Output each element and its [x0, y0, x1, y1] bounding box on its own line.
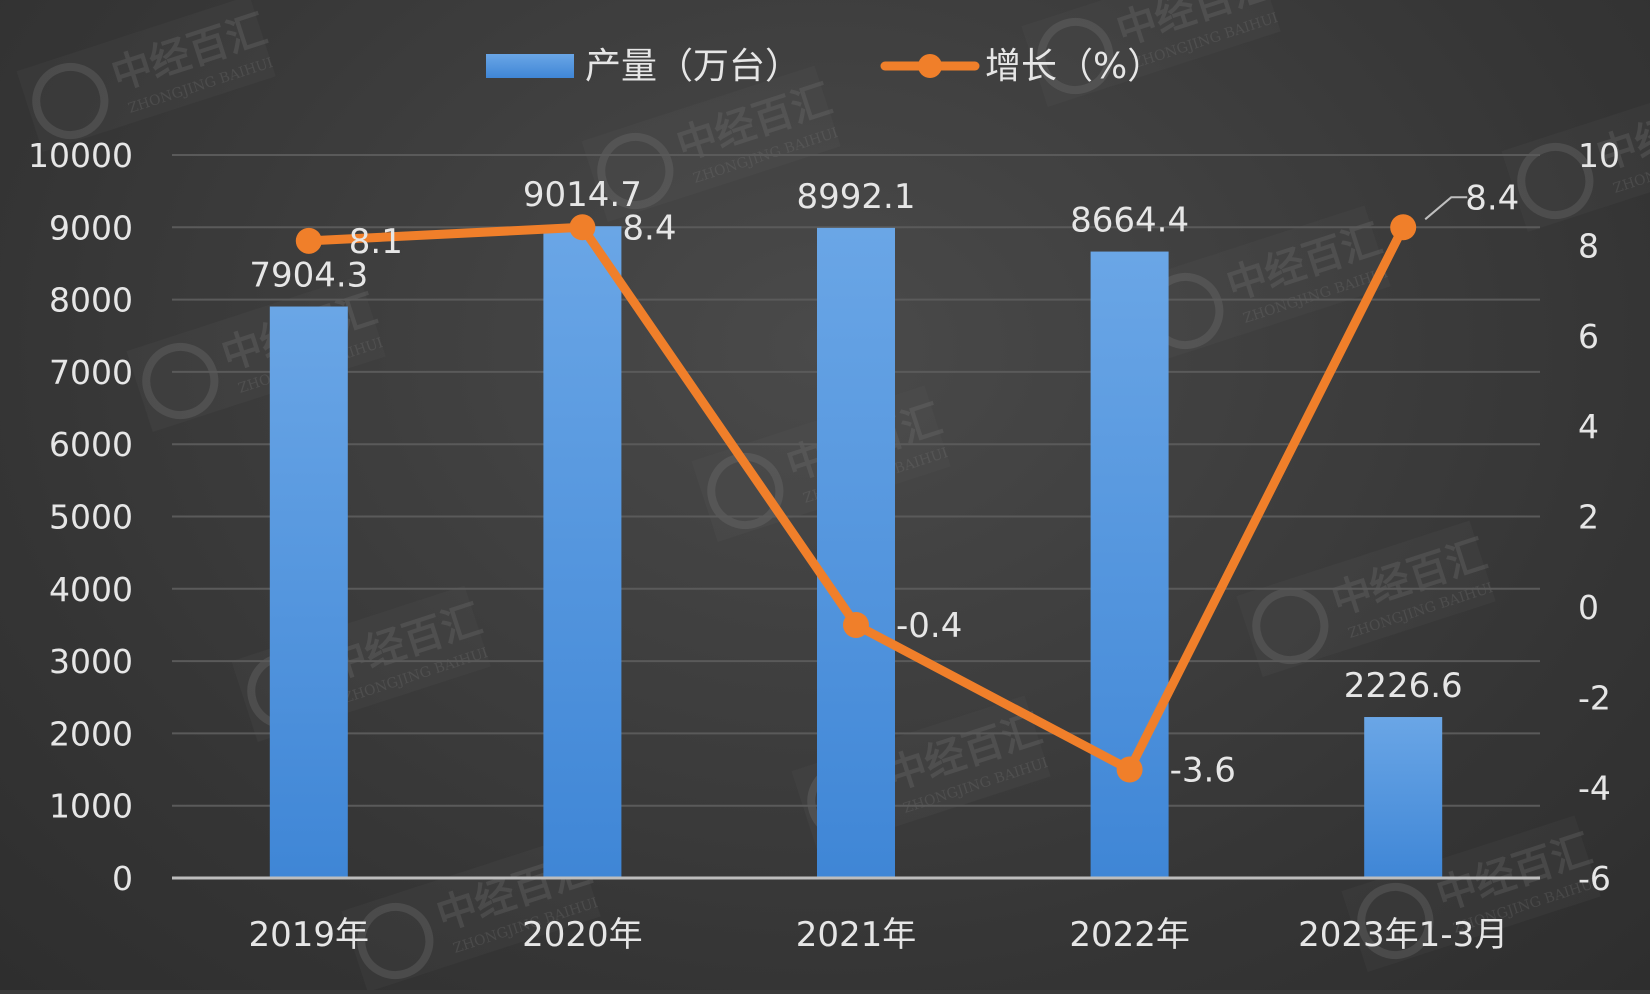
- watermark-band: [16, 0, 276, 153]
- line-point: [1390, 214, 1417, 241]
- legend-marker: [918, 54, 942, 78]
- watermark-band: [1501, 75, 1650, 233]
- line-data-label: -3.6: [1170, 751, 1236, 791]
- watermark-band: [1236, 520, 1496, 678]
- legend: 产量（万台） 增长（%）: [486, 46, 1163, 87]
- y-right-tick-label: -6: [1578, 859, 1611, 898]
- y-left-tick-label: 1000: [49, 787, 133, 826]
- bar: [817, 227, 895, 879]
- watermark-band: [1341, 815, 1601, 973]
- line-data-label: 8.1: [349, 222, 403, 262]
- x-tick-label: 2022年: [1069, 915, 1190, 955]
- y-left-tick-label: 9000: [49, 208, 133, 247]
- y-right-tick-label: 4: [1578, 407, 1599, 446]
- line-data-label: -0.4: [896, 606, 962, 646]
- y-right-tick-label: 6: [1578, 317, 1599, 356]
- x-tick-label: 2023年1-3月: [1298, 915, 1508, 955]
- y-right-tick-label: -4: [1578, 769, 1611, 808]
- bar-data-label: 8664.4: [1070, 201, 1189, 241]
- legend-label-line: 增长（%）: [985, 46, 1163, 87]
- legend-swatch-bar: [486, 54, 574, 78]
- y-left-tick-label: 5000: [49, 498, 133, 537]
- bar: [543, 226, 622, 878]
- logo-circle-icon: [1517, 143, 1594, 220]
- y-right-tick-label: 10: [1578, 136, 1620, 175]
- logo-circle-icon: [1357, 883, 1434, 960]
- line-data-label: 8.4: [622, 208, 676, 248]
- x-tick-label: 2021年: [796, 915, 917, 955]
- y-left-tick-label: 10000: [28, 136, 133, 175]
- bar-series: [269, 226, 1443, 879]
- watermark-band: [1131, 205, 1391, 363]
- logo-circle-icon: [32, 63, 109, 140]
- bar: [1090, 251, 1169, 879]
- y-right-tick-label: -2: [1578, 678, 1611, 717]
- y-left-tick-label: 7000: [49, 353, 133, 392]
- legend-label-bar: 产量（万台）: [585, 46, 801, 87]
- x-tick-label: 2020年: [522, 915, 643, 955]
- watermark-band: [1021, 0, 1281, 108]
- y-left-tick-label: 2000: [49, 714, 133, 753]
- logo-circle-icon: [1037, 18, 1114, 95]
- bar: [269, 306, 348, 878]
- bar-data-label: 2226.6: [1344, 666, 1463, 706]
- y-left-tick-label: 0: [112, 859, 133, 898]
- bar-data-label: 7904.3: [249, 256, 368, 296]
- line-point: [843, 611, 869, 638]
- y-right-tick-label: 8: [1578, 226, 1599, 265]
- watermark-band: [341, 835, 601, 993]
- x-tick-label: 2019年: [249, 915, 370, 955]
- bar: [1364, 717, 1443, 878]
- bar-data-label: 9014.7: [523, 175, 642, 215]
- logo-circle-icon: [597, 133, 674, 210]
- y-right-tick-label: 0: [1578, 588, 1599, 627]
- y-left-tick-label: 8000: [49, 281, 133, 320]
- leader-line: [1424, 196, 1468, 221]
- y-left-tick-label: 3000: [49, 642, 133, 681]
- y-left-tick-label: 4000: [49, 570, 133, 609]
- logo-circle-icon: [142, 343, 219, 420]
- watermark-band: [581, 65, 841, 223]
- y-right-tick-label: 2: [1578, 498, 1599, 537]
- line-series: [295, 214, 1417, 783]
- bar-data-label: 8992.1: [797, 177, 916, 217]
- line-point: [295, 227, 322, 254]
- axes: 0100020003000400050006000700080009000100…: [28, 136, 1620, 955]
- logo-circle-icon: [707, 453, 784, 530]
- data-labels: 7904.3 9014.7 8992.1 8664.4 2226.6 8.1 8.4 -0.4…: [249, 175, 1519, 790]
- logo-circle-icon: [357, 903, 434, 980]
- y-left-tick-label: 6000: [49, 425, 133, 464]
- line-data-label: 8.4: [1465, 178, 1519, 218]
- line-point: [1116, 756, 1143, 783]
- line-point: [569, 214, 596, 241]
- logo-circle-icon: [1252, 588, 1329, 665]
